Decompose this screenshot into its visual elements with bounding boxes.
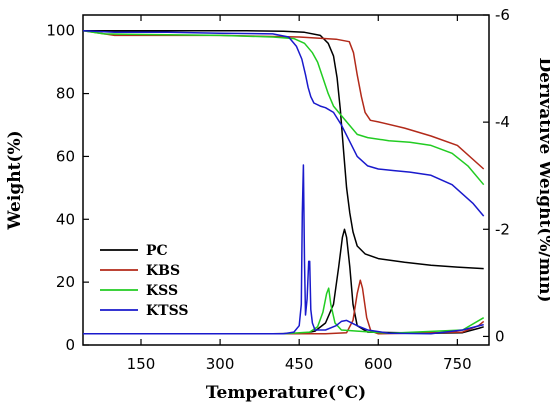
tick-marks	[83, 14, 489, 346]
legend: PC KBS KSS KTSS	[100, 243, 189, 319]
tick-labels: 150 300 450 600 750 0 20 40 60 80 100 0 -2 -4 -6	[46, 6, 510, 373]
y-tick-label: 100	[46, 22, 75, 40]
kbs-weight-line	[83, 29, 485, 170]
y2-axis-title: Derivative Weight(%/min)	[535, 57, 550, 302]
y-tick-label: 60	[56, 147, 75, 165]
x-tick-label: 450	[285, 355, 314, 373]
legend-label-pc: PC	[146, 243, 168, 259]
y-tick-label: 80	[56, 85, 75, 103]
kss-derivative-line	[83, 287, 485, 335]
y2-tick-label: 0	[495, 327, 505, 345]
y-axis-title: Weight(%)	[5, 130, 25, 230]
kbs-derivative-line	[83, 279, 485, 335]
ktss-derivative-line	[83, 164, 484, 335]
pc-weight-line	[83, 29, 484, 270]
series-lines	[83, 29, 485, 335]
ktss-weight-line	[83, 29, 485, 217]
x-tick-label: 300	[206, 355, 235, 373]
x-tick-label: 750	[443, 355, 472, 373]
y-tick-label: 0	[65, 336, 75, 354]
pc-derivative-line	[83, 228, 484, 335]
y-tick-label: 40	[56, 210, 75, 228]
y2-tick-label: -6	[495, 6, 510, 24]
y2-tick-label: -4	[495, 113, 510, 131]
legend-label-ktss: KTSS	[146, 303, 189, 319]
x-axis-title: Temperature(°C)	[206, 383, 366, 403]
plot-frame	[82, 14, 490, 346]
kss-weight-line	[83, 29, 485, 186]
y2-tick-label: -2	[495, 220, 510, 238]
legend-label-kbs: KBS	[146, 263, 180, 279]
x-tick-label: 150	[127, 355, 156, 373]
y-tick-label: 20	[56, 273, 75, 291]
legend-label-kss: KSS	[146, 283, 178, 299]
x-tick-label: 600	[364, 355, 393, 373]
